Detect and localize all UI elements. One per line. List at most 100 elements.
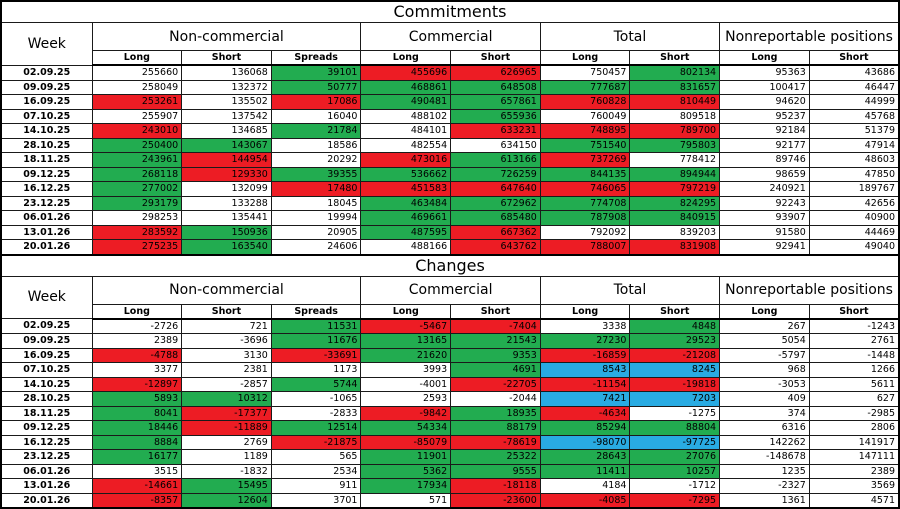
value-cell: 95363 [720, 65, 810, 80]
value-cell: 831908 [630, 240, 720, 255]
value-cell: 2593 [361, 392, 451, 407]
value-cell: 268118 [92, 167, 182, 182]
value-cell: 253261 [92, 95, 182, 110]
value-cell: 92184 [720, 124, 810, 139]
value-cell: 6316 [720, 421, 810, 436]
value-cell: 2761 [809, 334, 899, 349]
value-cell: 2389 [92, 334, 182, 349]
value-cell: 46447 [809, 80, 899, 95]
value-cell: 25322 [451, 450, 541, 465]
value-cell: -23600 [451, 493, 541, 508]
value-cell: 1266 [809, 363, 899, 378]
column-header-long: Long [540, 51, 630, 66]
value-cell: 778412 [630, 153, 720, 168]
week-cell: 16.12.25 [1, 182, 92, 197]
value-cell: 571 [361, 493, 451, 508]
value-cell: 2381 [182, 363, 272, 378]
value-cell: -2044 [451, 392, 541, 407]
value-cell: 721 [182, 319, 272, 334]
value-cell: 968 [720, 363, 810, 378]
value-cell: 12604 [182, 493, 272, 508]
value-cell: 840915 [630, 211, 720, 226]
week-cell: 20.01.26 [1, 240, 92, 255]
column-header-long: Long [92, 51, 182, 66]
value-cell: 243010 [92, 124, 182, 139]
week-cell: 16.09.25 [1, 348, 92, 363]
value-cell: -21208 [630, 348, 720, 363]
week-cell: 20.01.26 [1, 493, 92, 508]
value-cell: 47914 [809, 138, 899, 153]
group-header-nonreportable-positions: Nonreportable positions [720, 23, 899, 51]
value-cell: 409 [720, 392, 810, 407]
value-cell: -97725 [630, 435, 720, 450]
value-cell: 748895 [540, 124, 630, 139]
value-cell: 3701 [271, 493, 361, 508]
value-cell: 10312 [182, 392, 272, 407]
value-cell: 11901 [361, 450, 451, 465]
value-cell: 726259 [451, 167, 541, 182]
value-cell: 488102 [361, 109, 451, 124]
value-cell: -78619 [451, 435, 541, 450]
value-cell: 250400 [92, 138, 182, 153]
value-cell: -1448 [809, 348, 899, 363]
value-cell: 51379 [809, 124, 899, 139]
value-cell: 789700 [630, 124, 720, 139]
week-cell: 18.11.25 [1, 406, 92, 421]
value-cell: -17377 [182, 406, 272, 421]
value-cell: -7295 [630, 493, 720, 508]
value-cell: 24606 [271, 240, 361, 255]
value-cell: 3993 [361, 363, 451, 378]
value-cell: 802134 [630, 65, 720, 80]
value-cell: 657861 [451, 95, 541, 110]
week-header: Week [1, 276, 92, 319]
value-cell: 92177 [720, 138, 810, 153]
value-cell: -5797 [720, 348, 810, 363]
value-cell: 2769 [182, 435, 272, 450]
week-cell: 28.10.25 [1, 138, 92, 153]
value-cell: 134685 [182, 124, 272, 139]
week-cell: 23.12.25 [1, 196, 92, 211]
value-cell: 267 [720, 319, 810, 334]
value-cell: 12514 [271, 421, 361, 436]
value-cell: -8357 [92, 493, 182, 508]
value-cell: 8543 [540, 363, 630, 378]
value-cell: -16859 [540, 348, 630, 363]
value-cell: 468861 [361, 80, 451, 95]
value-cell: 672962 [451, 196, 541, 211]
value-cell: 844135 [540, 167, 630, 182]
value-cell: 626965 [451, 65, 541, 80]
value-cell: 5054 [720, 334, 810, 349]
value-cell: -2985 [809, 406, 899, 421]
week-cell: 14.10.25 [1, 377, 92, 392]
value-cell: 94620 [720, 95, 810, 110]
value-cell: 189767 [809, 182, 899, 197]
value-cell: 5893 [92, 392, 182, 407]
value-cell: 11676 [271, 334, 361, 349]
value-cell: 469661 [361, 211, 451, 226]
value-cell: 7203 [630, 392, 720, 407]
value-cell: 1361 [720, 493, 810, 508]
value-cell: 27076 [630, 450, 720, 465]
value-cell: 89746 [720, 153, 810, 168]
value-cell: -11889 [182, 421, 272, 436]
value-cell: 45768 [809, 109, 899, 124]
value-cell: 92941 [720, 240, 810, 255]
value-cell: 8884 [92, 435, 182, 450]
value-cell: 132099 [182, 182, 272, 197]
value-cell: -4001 [361, 377, 451, 392]
value-cell: 20905 [271, 225, 361, 240]
value-cell: 7421 [540, 392, 630, 407]
value-cell: 5611 [809, 377, 899, 392]
